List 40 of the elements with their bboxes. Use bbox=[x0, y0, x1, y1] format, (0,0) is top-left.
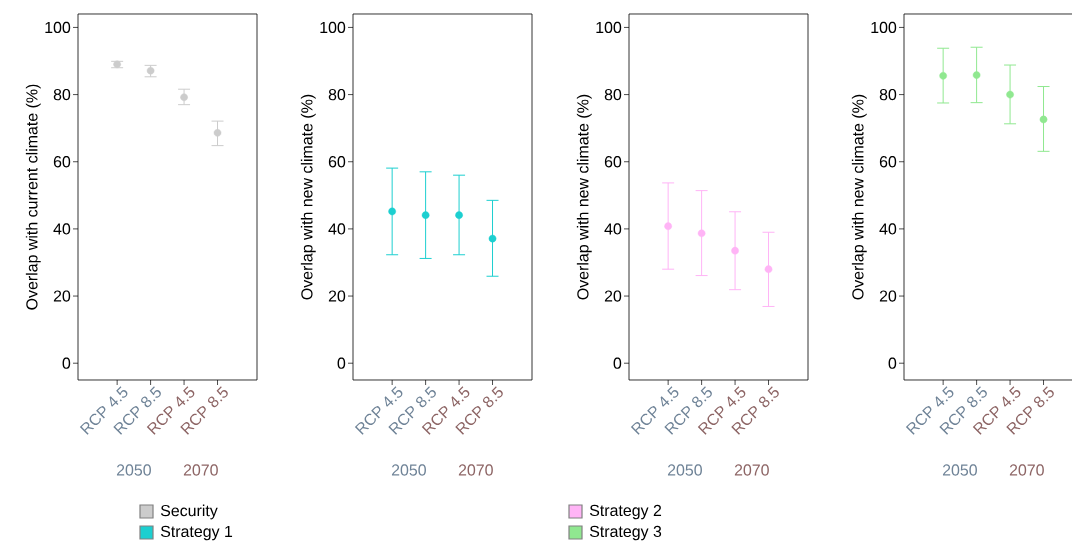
y-tick-label: 100 bbox=[596, 21, 622, 34]
y-tick-label: 0 bbox=[62, 357, 71, 369]
y-tick-label: 40 bbox=[53, 223, 71, 235]
y-tick-label: 0 bbox=[888, 357, 897, 369]
y-tick-label: 20 bbox=[328, 290, 346, 302]
text: 2050 bbox=[942, 464, 977, 476]
legend-label: Security bbox=[160, 504, 218, 520]
text: 2050 bbox=[116, 464, 151, 476]
y-tick-label: 60 bbox=[604, 156, 622, 168]
y-tick-label: 60 bbox=[328, 156, 346, 168]
y-tick-label: 100 bbox=[320, 21, 346, 34]
y-tick-label: 0 bbox=[337, 357, 346, 369]
y-tick-label: 40 bbox=[879, 223, 897, 235]
text: 2070 bbox=[734, 464, 769, 476]
y-axis-title: Overlap with new climate (%) bbox=[576, 94, 592, 300]
text: 2050 bbox=[667, 464, 702, 476]
y-tick-label: 80 bbox=[604, 88, 622, 101]
y-tick-label: 80 bbox=[53, 88, 71, 101]
y-tick-label: 60 bbox=[53, 156, 71, 168]
text: 2070 bbox=[458, 464, 493, 476]
y-axis-title: Overlap with current climate (%) bbox=[25, 84, 41, 310]
text: 2070 bbox=[183, 464, 218, 476]
y-axis-title: Overlap with new climate (%) bbox=[851, 94, 867, 300]
legend-label: Strategy 3 bbox=[589, 525, 662, 541]
y-tick-label: 20 bbox=[879, 290, 897, 302]
y-tick-label: 20 bbox=[53, 290, 71, 302]
y-tick-label: 60 bbox=[879, 156, 897, 168]
legend-label: Strategy 1 bbox=[160, 525, 233, 541]
text: 2070 bbox=[1009, 464, 1044, 476]
y-tick-label: 100 bbox=[871, 21, 897, 34]
y-tick-label: 80 bbox=[328, 88, 346, 101]
y-tick-label: 40 bbox=[604, 223, 622, 235]
y-tick-label: 0 bbox=[613, 357, 622, 369]
y-tick-label: 80 bbox=[879, 88, 897, 101]
y-tick-label: 40 bbox=[328, 223, 346, 235]
y-tick-label: 100 bbox=[45, 21, 71, 34]
text: 2050 bbox=[391, 464, 426, 476]
y-axis-title: Overlap with new climate (%) bbox=[300, 94, 316, 300]
legend-label: Strategy 2 bbox=[589, 504, 662, 520]
y-tick-label: 20 bbox=[604, 290, 622, 302]
